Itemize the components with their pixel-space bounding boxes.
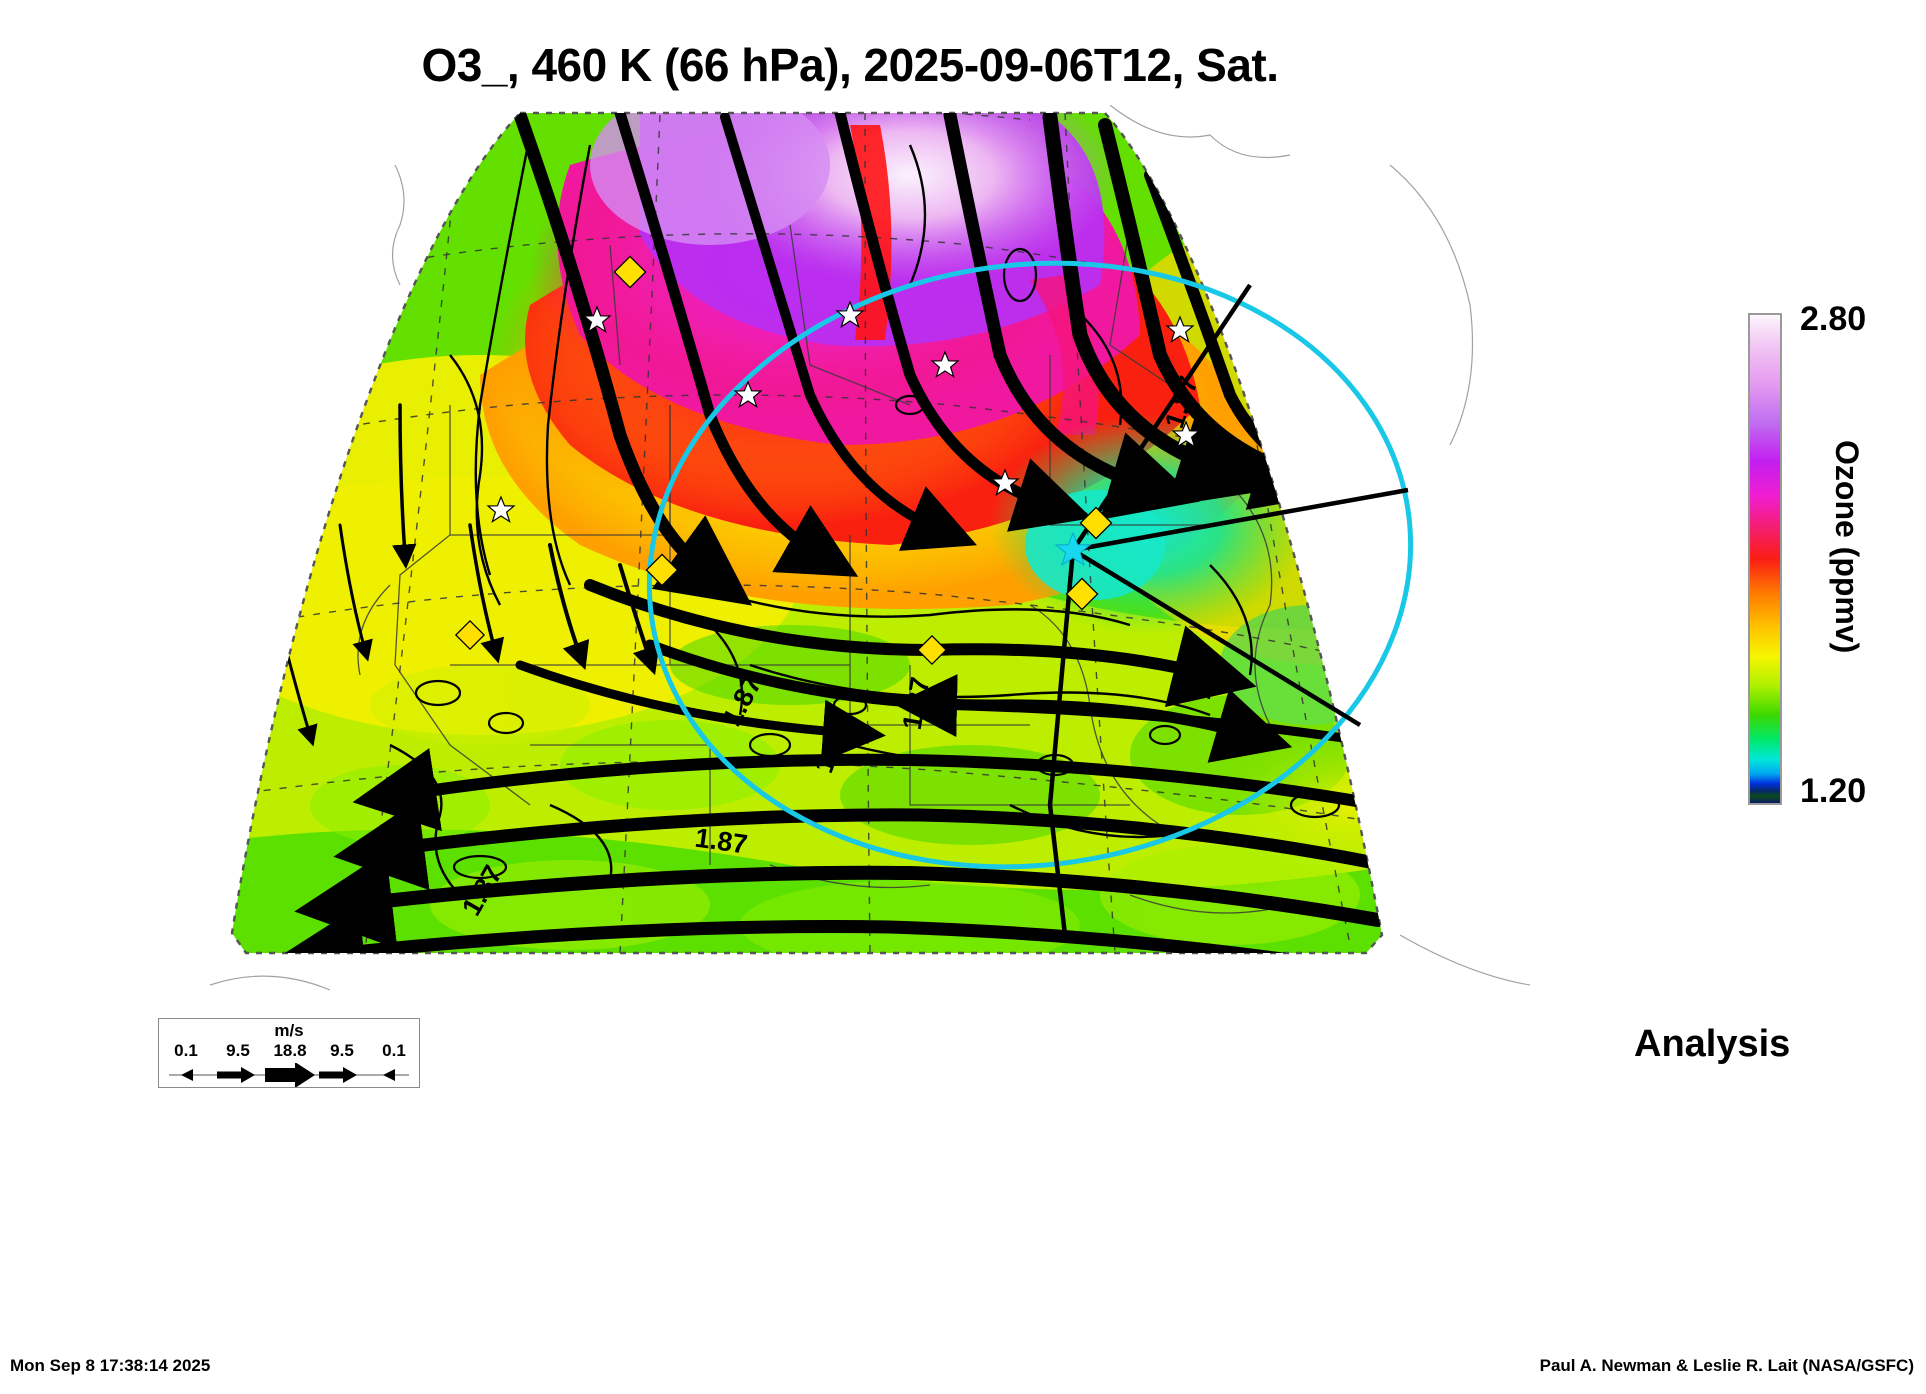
white-star-icon[interactable] bbox=[930, 350, 960, 379]
white-star-icon[interactable] bbox=[1165, 315, 1195, 344]
colorbar-axis-label: Ozone (ppmv) bbox=[1829, 440, 1865, 654]
page-title: O3_, 460 K (66 hPa), 2025-09-06T12, Sat. bbox=[421, 39, 1279, 91]
wind-streamlines bbox=[273, 113, 1382, 953]
station-markers[interactable] bbox=[486, 300, 1201, 524]
colorbar[interactable] bbox=[1748, 313, 1782, 805]
white-star-icon[interactable] bbox=[1171, 420, 1201, 449]
white-star-icon[interactable] bbox=[582, 305, 612, 334]
flight-range-circle bbox=[646, 260, 1414, 870]
white-star-icon[interactable] bbox=[486, 495, 516, 524]
wind-legend-value: 18.8 bbox=[273, 1041, 307, 1060]
map-plot-area[interactable]: 1.87 1.87 1.87 1.87 1.87 1.87 1.87 bbox=[150, 105, 1570, 1025]
aircraft-position-marker[interactable] bbox=[1054, 531, 1092, 567]
map-border bbox=[230, 111, 1384, 955]
white-star-icon[interactable] bbox=[733, 380, 763, 409]
ozone-shaded-field bbox=[232, 113, 1382, 953]
waypoint-markers[interactable] bbox=[454, 255, 1113, 666]
wind-legend-value: 9.5 bbox=[226, 1041, 250, 1060]
wind-legend-value: 0.1 bbox=[174, 1041, 198, 1060]
outer-coastlines bbox=[209, 105, 1531, 991]
contour-label: 1.87 bbox=[693, 823, 749, 860]
analysis-label: Analysis bbox=[1634, 1023, 1791, 1065]
render-timestamp: Mon Sep 8 17:38:14 2025 bbox=[10, 1356, 211, 1375]
cyan-star-icon[interactable] bbox=[1054, 531, 1092, 567]
wind-legend-value: 0.1 bbox=[382, 1041, 406, 1060]
white-star-icon[interactable] bbox=[990, 468, 1020, 497]
yellow-diamond-icon[interactable] bbox=[916, 634, 948, 666]
author-credit: Paul A. Newman & Leslie R. Lait (NASA/GS… bbox=[1539, 1356, 1914, 1375]
colorbar-min-label: 1.20 bbox=[1800, 772, 1867, 810]
yellow-diamond-icon[interactable] bbox=[1065, 577, 1099, 611]
colorbar-gradient bbox=[1750, 315, 1780, 803]
yellow-diamond-icon[interactable] bbox=[1079, 506, 1113, 540]
colorbar-max-label: 2.80 bbox=[1800, 300, 1867, 338]
yellow-diamond-icon[interactable] bbox=[613, 255, 647, 289]
wind-speed-legend: m/s 0.1 9.5 18.8 9.5 0.1 bbox=[158, 1018, 420, 1088]
wind-legend-unit: m/s bbox=[274, 1021, 304, 1040]
yellow-diamond-icon[interactable] bbox=[454, 619, 486, 651]
ozone-map[interactable]: 1.87 1.87 1.87 1.87 1.87 1.87 1.87 bbox=[150, 105, 1570, 1025]
yellow-diamond-icon[interactable] bbox=[645, 553, 679, 587]
wind-legend-arrows bbox=[169, 1063, 409, 1087]
wind-legend-value: 9.5 bbox=[330, 1041, 354, 1060]
white-star-icon[interactable] bbox=[835, 300, 865, 329]
